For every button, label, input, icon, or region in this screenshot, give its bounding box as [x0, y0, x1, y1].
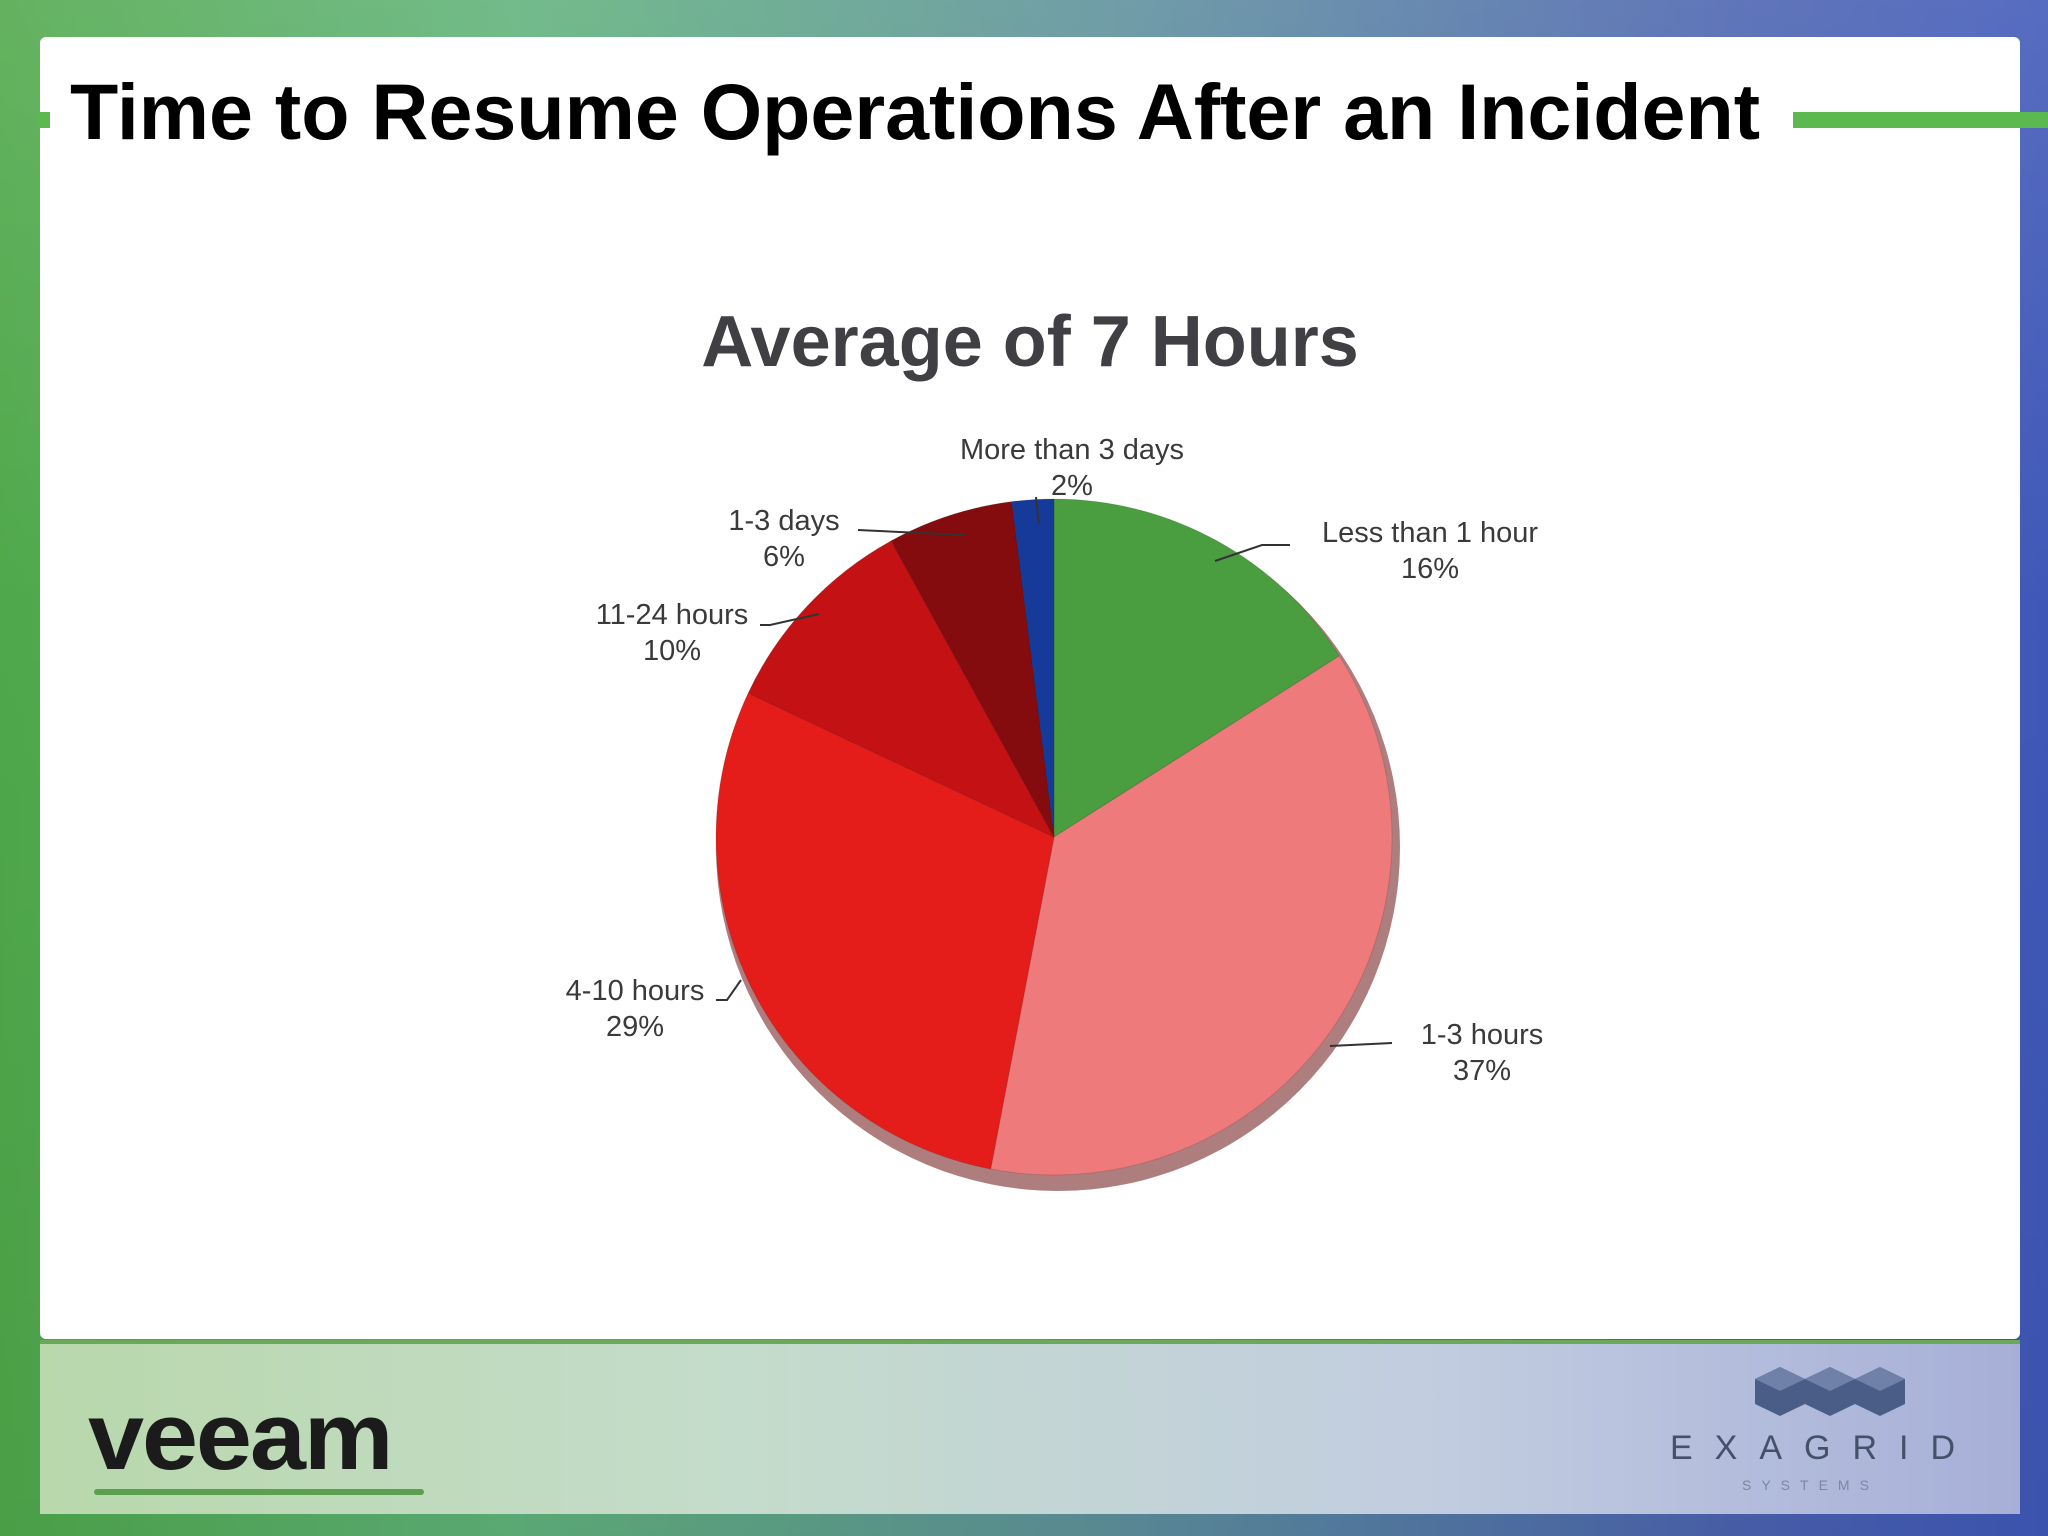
pie-leader-lines [716, 496, 1393, 1047]
title-rule [1793, 112, 2048, 128]
pie-slices [715, 498, 1393, 1176]
pie-slice-4-10-hours [715, 692, 1055, 1170]
pie-slice-less-than-1-hour [1053, 498, 1341, 838]
exagrid-cubes-icon [1755, 1367, 1905, 1416]
slice-category-label: 1-3 days [728, 505, 839, 537]
slice-value-label: 2% [1051, 470, 1093, 502]
pie-slice-1-3-days [890, 501, 1055, 838]
pie-labels: Less than 1 hour 16% 1-3 hours 37% 4-10 hour… [566, 434, 1544, 1087]
slice-value-label: 6% [763, 541, 805, 573]
slice-category-label: Less than 1 hour [1322, 517, 1538, 549]
exagrid-logo-text: EXAGRID [1670, 1429, 1978, 1467]
veeam-logo: VEEAM [88, 1389, 424, 1495]
footer-bar: VEEAM EXAGRID SYSTEMS [40, 1340, 2020, 1514]
exagrid-logo: EXAGRID SYSTEMS [1620, 1359, 2020, 1509]
chart-title: Average of 7 Hours [701, 302, 1359, 382]
pie-slice-1-3-hours [990, 655, 1393, 1176]
title-rule-left [38, 112, 50, 128]
veeam-logo-underline [94, 1489, 424, 1495]
leader-line [760, 613, 820, 626]
slice-value-label: 37% [1453, 1055, 1511, 1087]
slice-category-label: 4-10 hours [566, 975, 705, 1007]
pie-chart: Average of 7 Hours Less than 1 hour 16% 1-… [566, 302, 1544, 1191]
leader-line [1329, 1042, 1393, 1047]
leader-line [1035, 496, 1040, 525]
slice-value-label: 16% [1401, 553, 1459, 585]
exagrid-logo-subtext: SYSTEMS [1742, 1477, 1879, 1493]
slice-category-label: 11-24 hours [596, 599, 749, 631]
slice-category-label: 1-3 hours [1421, 1019, 1544, 1051]
veeam-logo-text: VEEAM [88, 1383, 393, 1490]
leader-line [716, 979, 742, 1001]
slide-title: Time to Resume Operations After an Incid… [70, 67, 1761, 156]
pie-slice-more-than-3-days [1011, 498, 1055, 838]
pie-slice-11-24-hours [747, 540, 1056, 839]
leader-line [857, 529, 966, 536]
leader-line [1214, 544, 1290, 562]
slice-value-label: 29% [606, 1011, 664, 1043]
slice-value-label: 10% [643, 635, 701, 667]
slice-category-label: More than 3 days [960, 434, 1184, 466]
